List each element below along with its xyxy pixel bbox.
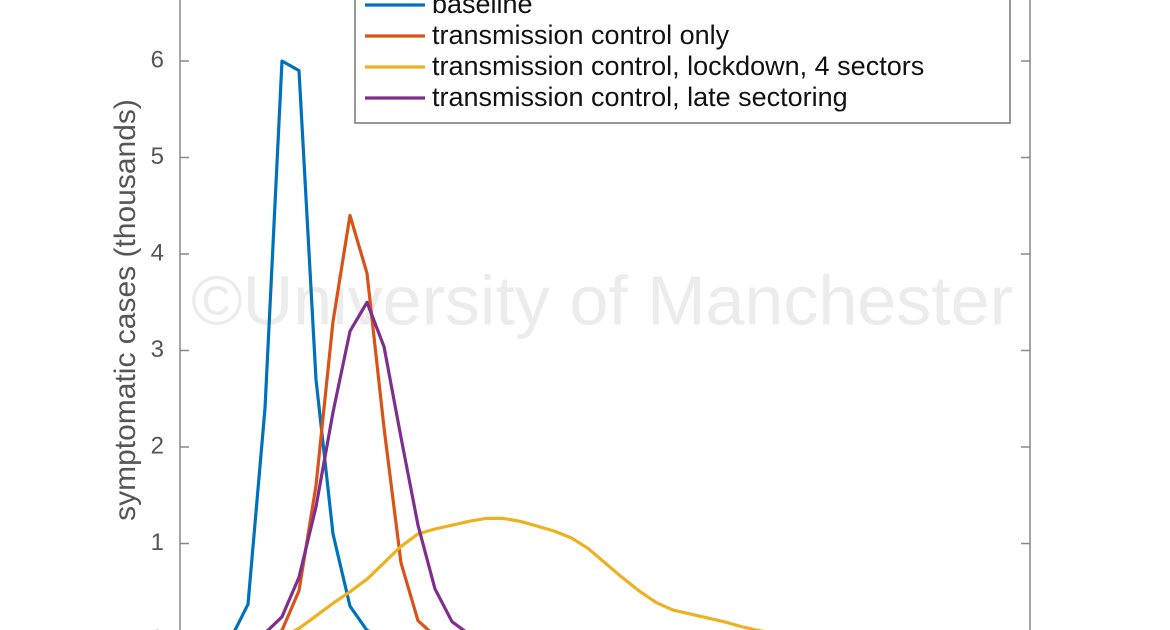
legend-label: transmission control, late sectoring [432, 82, 848, 112]
series-line [292, 516, 766, 630]
y-tick-label: 2 [151, 432, 164, 459]
series-line [279, 213, 431, 630]
y-tick-label: 0 [151, 625, 164, 630]
watermark: ©University of Manchester [191, 261, 1013, 339]
y-tick-label: 6 [151, 46, 164, 73]
y-tick-label: 4 [151, 239, 164, 266]
legend-box [354, 0, 1011, 124]
legend-label: transmission control, lockdown, 4 sector… [432, 51, 924, 81]
y-tick-label: 3 [151, 336, 164, 363]
y-tick-label: 5 [151, 143, 164, 170]
series-line [266, 300, 466, 630]
y-tick-label: 1 [151, 529, 164, 556]
y-axis-label: symptomatic cases (thousands) [109, 99, 142, 521]
legend-label: baseline [432, 0, 533, 19]
legend-label: transmission control only [432, 20, 730, 50]
